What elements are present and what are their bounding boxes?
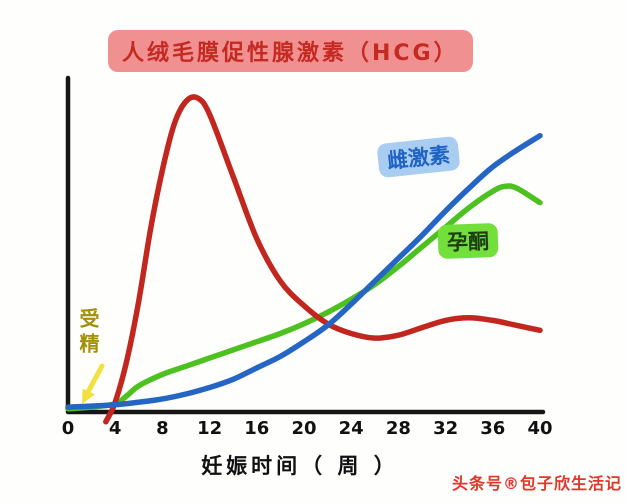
x-tick: 24 <box>338 418 364 439</box>
x-tick: 40 <box>527 418 553 439</box>
x-tick: 28 <box>385 418 411 439</box>
x-tick: 16 <box>244 418 270 439</box>
progesterone-curve <box>65 183 543 412</box>
x-tick: 8 <box>156 418 169 439</box>
x-tick: 12 <box>197 418 223 439</box>
chart-title: 人绒毛膜促性腺激素（HCG） <box>108 30 473 72</box>
x-tick-labels: 0 4 8 12 16 20 24 28 32 36 40 <box>0 418 627 444</box>
x-axis-label: 妊娠时间（ 周 ） <box>201 454 399 478</box>
x-tick: 0 <box>61 418 75 439</box>
estrogen-curve <box>65 132 543 410</box>
fertilization-label: 受精 <box>76 308 100 358</box>
fertilization-arrow-icon <box>82 363 105 404</box>
x-tick: 4 <box>108 418 122 439</box>
x-tick: 32 <box>433 418 459 439</box>
watermark: 头条号®包子欣生活记 <box>451 474 622 493</box>
hcg-curve <box>103 94 543 425</box>
x-tick: 20 <box>291 418 317 439</box>
axes <box>65 75 546 415</box>
x-tick: 36 <box>480 418 506 439</box>
progesterone-label: 孕酮 <box>437 222 499 260</box>
